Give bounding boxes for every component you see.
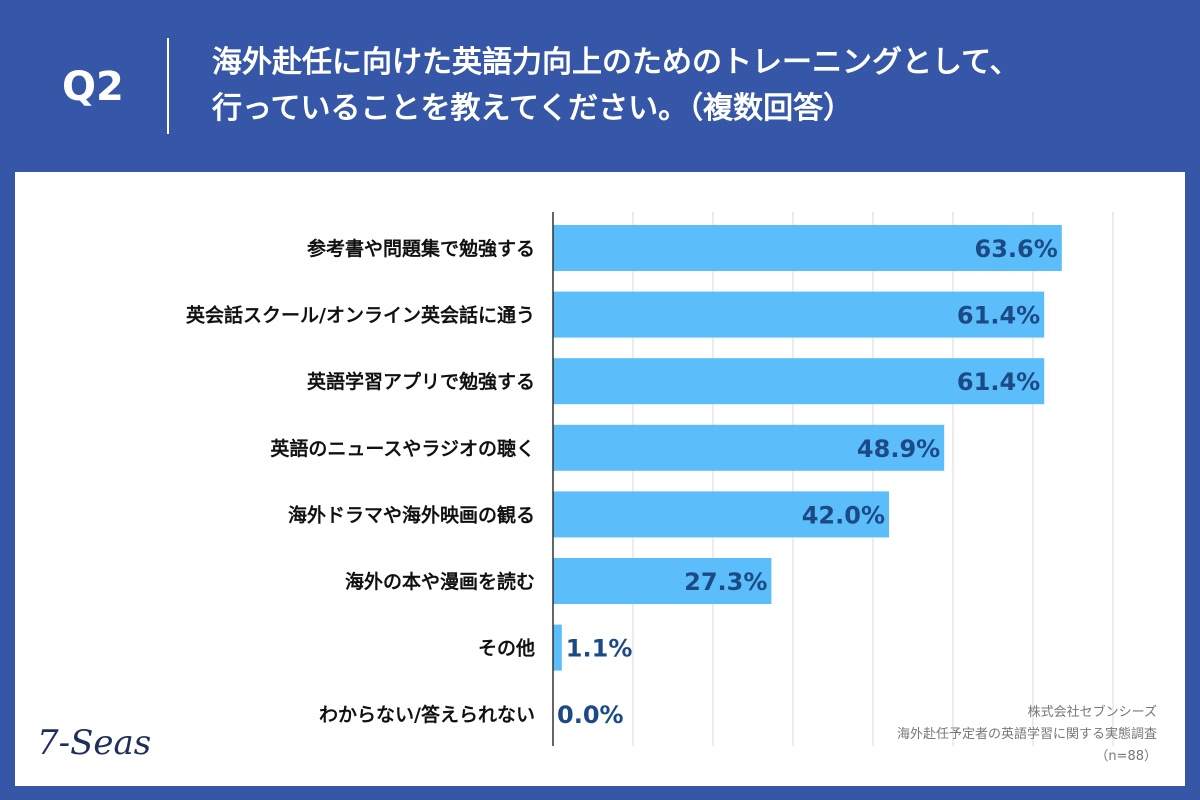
logo-text: 7-Seas: [37, 723, 151, 763]
credit-survey-name: 海外赴任予定者の英語学習に関する実態調査: [896, 727, 1157, 742]
question-title: 海外赴任に向けた英語力向上のためのトレーニングとして、 行っていることを教えてく…: [212, 40, 1172, 132]
credit-company: 株式会社セブンシーズ: [1027, 705, 1157, 720]
question-header: Q2 海外赴任に向けた英語力向上のためのトレーニングとして、 行っていることを教…: [0, 0, 1200, 170]
value-label: 27.3%: [684, 568, 767, 596]
bar: [553, 558, 772, 604]
credit-sample-size: （n=88）: [1095, 749, 1157, 764]
value-label: 0.0%: [557, 701, 624, 729]
bar: [553, 624, 562, 671]
value-label: 48.9%: [857, 435, 940, 463]
value-label: 61.4%: [957, 368, 1040, 396]
category-label: わからない/答えられない: [319, 703, 535, 726]
survey-credit: 株式会社セブンシーズ 海外赴任予定者の英語学習に関する実態調査 （n=88）: [897, 702, 1157, 768]
bar: [553, 491, 889, 538]
category-label: 英語のニュースやラジオの聴く: [270, 437, 535, 460]
chart-panel: 参考書や問題集で勉強する 63.6% 英会話スクール/オンライン英会話に通う 61.4…: [15, 172, 1185, 786]
bar: [553, 358, 1045, 405]
question-title-line-2: 行っていることを教えてください。（複数回答）: [212, 91, 854, 126]
category-label: 海外ドラマや海外映画の観る: [288, 503, 535, 526]
question-title-line-1: 海外赴任に向けた英語力向上のためのトレーニングとして、: [212, 45, 1020, 80]
category-label: 参考書や問題集で勉強する: [307, 237, 535, 260]
value-label: 61.4%: [957, 302, 1040, 330]
question-number: Q2: [62, 64, 124, 110]
value-label: 1.1%: [566, 635, 633, 663]
bar: [553, 424, 945, 471]
category-label: 英会話スクール/オンライン英会話に通う: [186, 304, 535, 327]
bar-chart: 参考書や問題集で勉強する 63.6% 英会話スクール/オンライン英会話に通う 61.4…: [186, 212, 1114, 746]
bar: [553, 225, 1062, 271]
value-label: 63.6%: [975, 235, 1058, 263]
value-label: 42.0%: [802, 501, 885, 529]
category-label: その他: [478, 637, 535, 660]
category-label: 英語学習アプリで勉強する: [307, 370, 535, 393]
company-logo: 7-Seas: [37, 723, 151, 763]
category-label: 海外の本や漫画を読む: [345, 570, 535, 593]
header-divider: [167, 38, 169, 134]
bar: [553, 291, 1045, 338]
